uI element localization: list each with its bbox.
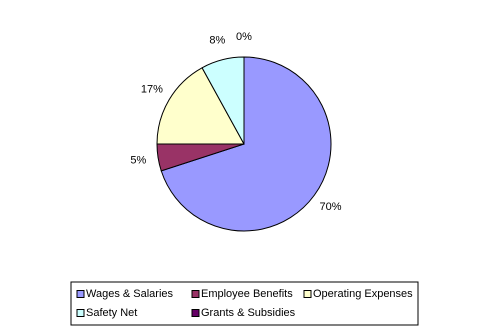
legend-swatch xyxy=(303,290,312,298)
legend-label: Employee Benefits xyxy=(201,288,293,300)
pie-slice xyxy=(156,67,245,145)
legend-swatch xyxy=(191,290,200,298)
data-label: 0% xyxy=(236,31,252,43)
data-label: 17% xyxy=(141,83,163,95)
legend-swatch xyxy=(76,309,85,317)
data-label: 5% xyxy=(130,155,146,167)
legend-swatch xyxy=(191,309,200,317)
legend-label: Wages & Salaries xyxy=(86,288,174,300)
legend-label: Safety Net xyxy=(86,307,137,319)
legend-swatch xyxy=(76,290,85,298)
legend-box xyxy=(70,281,419,326)
pie-slice xyxy=(160,56,332,232)
legend-label: Grants & Subsidies xyxy=(201,307,296,319)
data-label: 8% xyxy=(209,34,225,46)
data-label: 70% xyxy=(320,201,342,213)
legend-label: Operating Expenses xyxy=(313,288,413,300)
